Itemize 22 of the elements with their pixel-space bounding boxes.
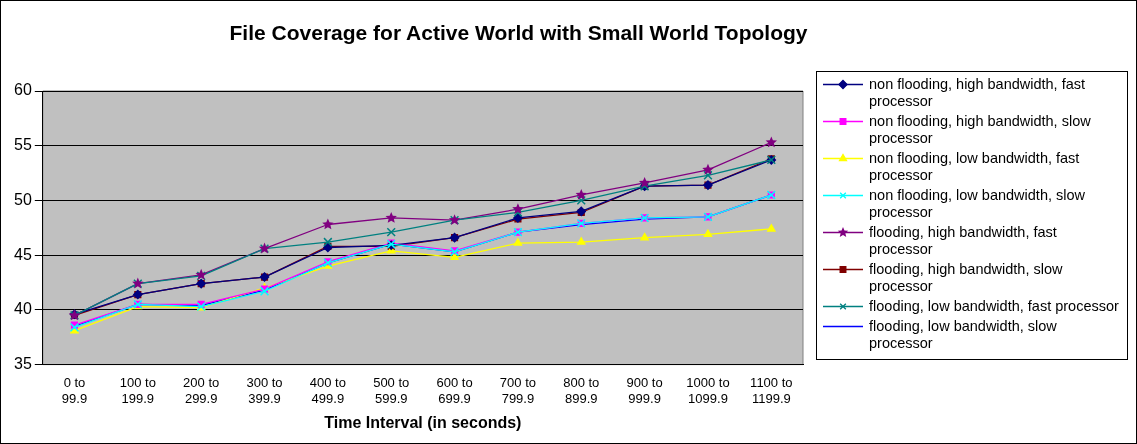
x-axis-title: Time Interval (in seconds)	[324, 413, 522, 431]
x-tick-label: 1000 to 1099.9	[686, 374, 730, 406]
x-tick-label: 300 to 399.9	[246, 374, 283, 406]
y-tick-label: 40	[14, 300, 32, 318]
legend-label: flooding, low bandwidth, fast processor	[869, 298, 1119, 315]
x-tick-label: 0 to 99.9	[61, 374, 88, 406]
x-tick-label: 1100 to 1199.9	[750, 374, 793, 406]
chart-title: File Coverage for Active World with Small World Topology	[228, 21, 809, 45]
y-tick-label: 50	[14, 190, 32, 208]
x-tick-label: 400 to 499.9	[309, 374, 346, 406]
legend-label: flooding, low bandwidth, slow processor	[869, 318, 1058, 352]
x-tick-label: 100 to 199.9	[119, 374, 156, 406]
x-tick-label: 600 to 699.9	[436, 374, 473, 406]
x-tick-label: 700 to 799.9	[499, 374, 536, 406]
x-tick-label: 200 to 299.9	[183, 374, 220, 406]
y-tick-label: 35	[14, 355, 32, 373]
y-tick-label: 60	[14, 81, 32, 99]
y-tick-label: 45	[14, 245, 32, 263]
x-tick-label: 800 to 899.9	[563, 374, 600, 406]
y-tick-label: 55	[14, 136, 32, 154]
x-tick-label: 900 to 999.9	[626, 374, 663, 406]
x-tick-label: 500 to 599.9	[373, 374, 410, 406]
